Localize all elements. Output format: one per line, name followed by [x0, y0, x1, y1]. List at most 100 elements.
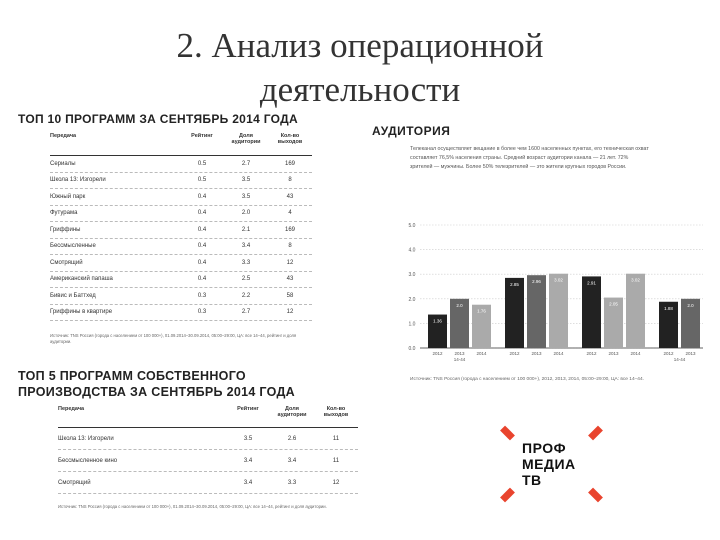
- cell-count: 169: [284, 160, 295, 167]
- cell-name: Бивис и Баттхед: [50, 292, 96, 299]
- x-tick-label: 2012: [663, 351, 674, 356]
- bar: [582, 276, 601, 348]
- top5-body: Школа 13: Изгорели 3.5 2.6 11 Бессмысленное …: [58, 428, 358, 494]
- audience-chart: 0.0 1.0 2.0 3.0 4.0 5.0 1.36 2012 2.0 2013 1.76 201…: [409, 223, 703, 362]
- bar: [681, 298, 700, 348]
- cell-count: 12: [286, 309, 294, 316]
- bar: [549, 273, 568, 348]
- bar: [604, 297, 623, 348]
- logo-mark-br: [588, 487, 603, 503]
- x-tick-label: 2013: [454, 351, 465, 356]
- cell-count: 12: [286, 259, 294, 266]
- cell-share: 2.1: [241, 226, 251, 233]
- header-rating: Рейтинг: [191, 133, 213, 139]
- group-label: 14-44: [454, 357, 466, 362]
- header-name: Передача: [58, 406, 85, 412]
- bar-value-label: 3.02: [631, 278, 640, 283]
- logo-mark-tr: [588, 425, 603, 441]
- audience-text: Телеканал осуществляет вещание в более ч…: [410, 146, 649, 170]
- logo-mark-bl: [500, 487, 515, 503]
- cell-name: Южный парк: [50, 193, 86, 200]
- top5-title-line2: ПРОИЗВОДСТВА ЗА СЕНТЯБРЬ 2014 ГОДА: [18, 385, 295, 399]
- x-tick-label: 2012: [586, 351, 597, 356]
- x-tick-label: 2013: [531, 351, 542, 356]
- top5-note: Источник: TNS Россия (города с население…: [58, 504, 327, 509]
- header-count: Кол-во выходов: [323, 406, 349, 418]
- table-row: Смотрящий 3.4 3.3 12: [58, 472, 358, 494]
- table-row: Гриффины в квартире 0.3 2.7 12: [50, 305, 312, 321]
- table-row: Футурама 0.4 2.0 4: [50, 206, 312, 222]
- cell-share: 3.4: [241, 243, 251, 250]
- cell-name: Сериалы: [50, 160, 76, 167]
- cell-rating: 0.3: [197, 309, 207, 316]
- cell-rating: 0.4: [197, 210, 207, 217]
- logo-line1: ПРОФ: [522, 440, 567, 456]
- cell-name: Футурама: [50, 210, 78, 217]
- cell-share: 3.5: [241, 193, 251, 200]
- y-tick-label: 2.0: [409, 297, 416, 303]
- y-tick-label: 5.0: [409, 223, 416, 229]
- x-tick-label: 2014: [553, 351, 564, 356]
- cell-count: 12: [332, 479, 340, 486]
- cell-count: 8: [288, 177, 292, 184]
- bar-value-label: 2.96: [532, 279, 541, 284]
- x-tick-label: 2013: [685, 351, 696, 356]
- cell-share: 2.6: [287, 435, 297, 442]
- table-row: Бессмысленные 0.4 3.4 8: [50, 239, 312, 255]
- y-tick-label: 4.0: [409, 248, 416, 254]
- table-row: Южный парк 0.4 3.5 43: [50, 189, 312, 206]
- cell-share: 3.5: [241, 177, 251, 184]
- cell-name: Бессмысленное кино: [58, 457, 118, 464]
- logo-line2: МЕДИА: [522, 456, 576, 472]
- top10-table: Передача Рейтинг Доля аудитории Кол-во в…: [50, 133, 312, 321]
- top5-title-line1: ТОП 5 ПРОГРАММ СОБСТВЕННОГО: [18, 369, 246, 383]
- top10-title: ТОП 10 ПРОГРАММ ЗА СЕНТЯБРЬ 2014 ГОДА: [18, 112, 298, 126]
- logo-line3: ТВ: [522, 472, 542, 488]
- x-tick-label: 2014: [630, 351, 641, 356]
- cell-share: 2.7: [241, 160, 251, 167]
- top5-table: Передача Рейтинг Доля аудитории Кол-во в…: [58, 406, 358, 494]
- cell-name: Гриффины в квартире: [50, 309, 113, 316]
- bar-value-label: 1.76: [477, 309, 486, 314]
- table-row: Смотрящий 0.4 3.3 12: [50, 255, 312, 272]
- x-tick-label: 2012: [432, 351, 443, 356]
- cell-share: 2.5: [241, 276, 251, 283]
- table-header: Передача Рейтинг Доля аудитории Кол-во в…: [50, 133, 312, 156]
- cell-count: 43: [286, 276, 294, 283]
- cell-count: 43: [286, 193, 294, 200]
- cell-name: Гриффины: [50, 226, 81, 233]
- cell-rating: 0.4: [197, 193, 207, 200]
- bar: [428, 314, 447, 348]
- y-tick-label: 3.0: [409, 272, 416, 278]
- header-rating: Рейтинг: [237, 406, 259, 412]
- header-share: Доля аудитории: [277, 406, 307, 418]
- slide-title-line1: 2. Анализ операционной: [176, 26, 544, 65]
- table-row: Сериалы 0.5 2.7 169: [50, 156, 312, 173]
- slide-title-line2: деятельности: [259, 70, 461, 109]
- x-tick-label: 2014: [476, 351, 487, 356]
- header-name: Передача: [50, 133, 77, 139]
- top10-note: Источник: TNS Россия (города с население…: [50, 333, 297, 344]
- bar: [659, 301, 678, 348]
- cell-rating: 3.5: [243, 435, 253, 442]
- cell-count: 169: [284, 226, 295, 233]
- bar: [527, 275, 546, 348]
- cell-name: Американский папаша: [50, 276, 113, 283]
- cell-share: 3.3: [287, 479, 297, 486]
- bar: [626, 273, 645, 348]
- slide-title: 2. Анализ операционной деятельности: [0, 24, 720, 112]
- top10-body: Сериалы 0.5 2.7 169 Школа 13: Изгорели 0.5 3.5…: [50, 156, 312, 321]
- cell-rating: 0.3: [197, 292, 207, 299]
- bar-value-label: 3.02: [554, 278, 563, 283]
- top5-title: ТОП 5 ПРОГРАММ СОБСТВЕННОГО ПРОИЗВОДСТВА…: [18, 368, 348, 400]
- cell-rating: 0.5: [197, 160, 207, 167]
- cell-share: 2.0: [241, 210, 251, 217]
- x-tick-label: 2013: [608, 351, 619, 356]
- cell-rating: 0.4: [197, 276, 207, 283]
- cell-rating: 0.4: [197, 243, 207, 250]
- cell-count: 8: [288, 243, 292, 250]
- cell-rating: 3.4: [243, 457, 253, 464]
- cell-name: Бессмысленные: [50, 243, 96, 250]
- cell-rating: 3.4: [243, 479, 253, 486]
- audience-title: АУДИТОРИЯ: [372, 124, 451, 138]
